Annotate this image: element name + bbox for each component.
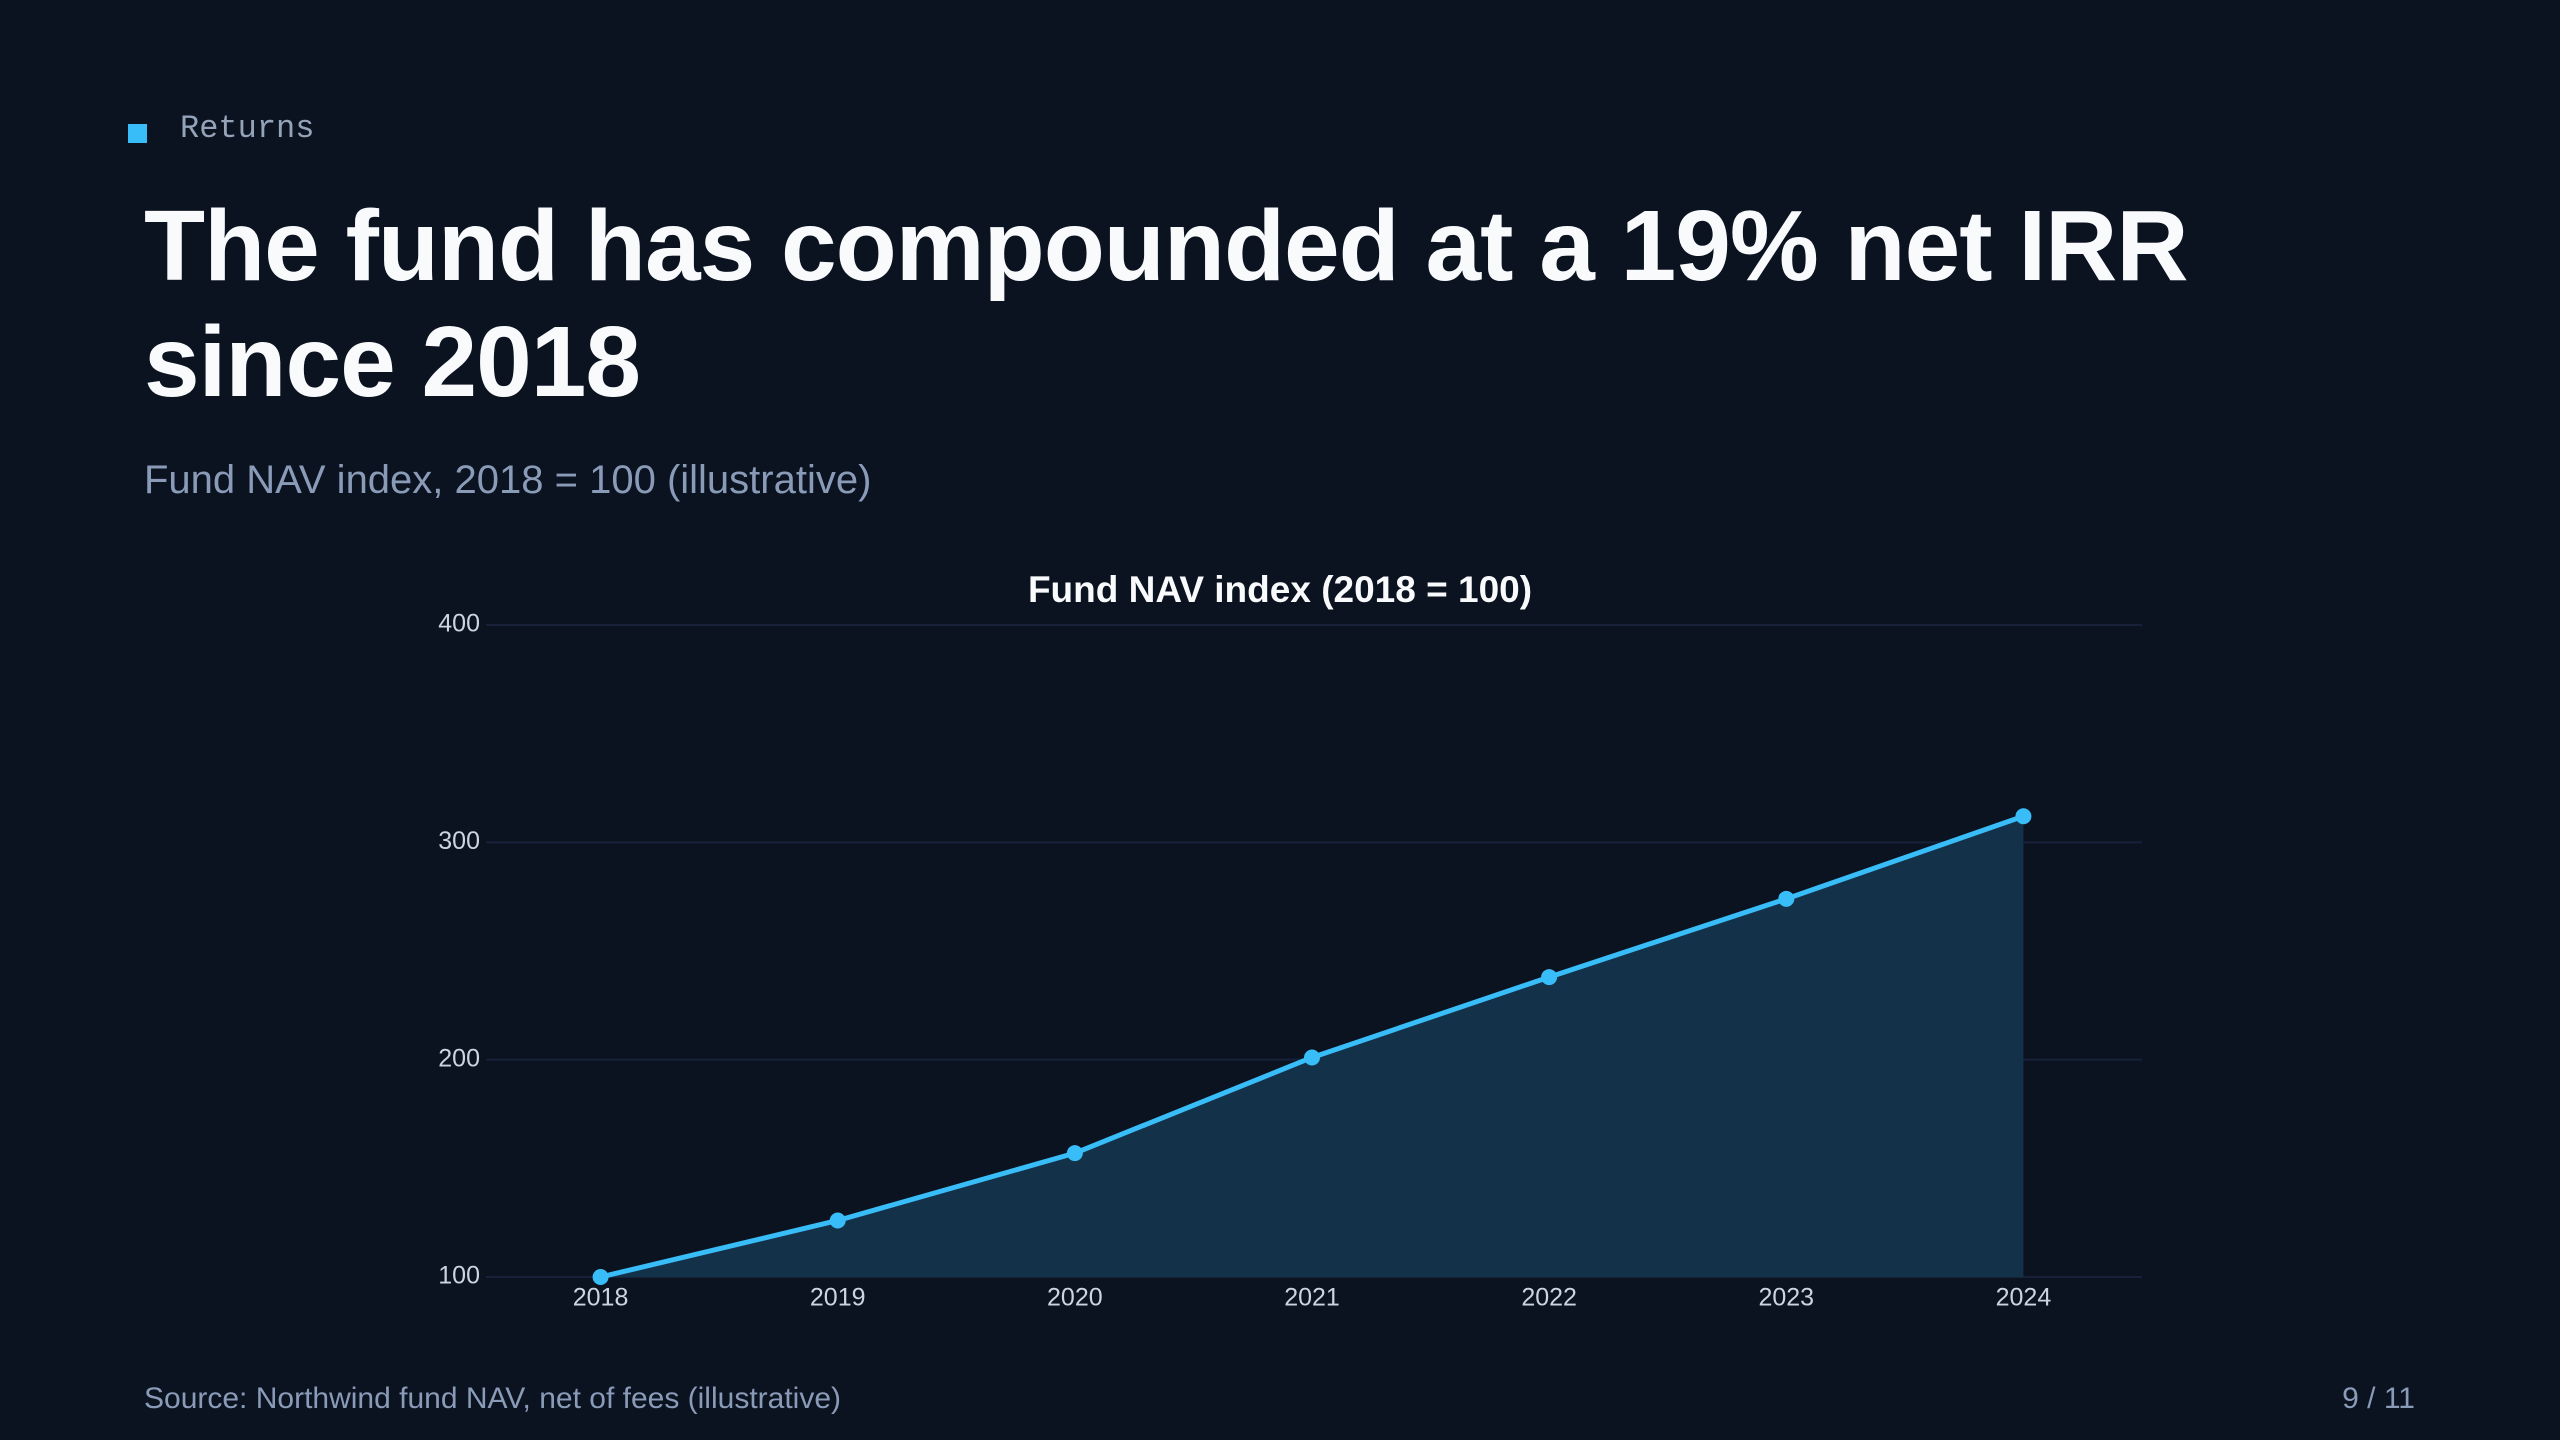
point (1066, 1145, 1083, 1162)
point (1778, 890, 1795, 907)
area (600, 816, 2024, 1277)
x-tick-label: 2020 (1047, 1284, 1103, 1312)
kicker-icon (128, 124, 147, 143)
y-tick-label: 300 (438, 827, 480, 855)
point (829, 1212, 846, 1229)
x-tick-label: 2023 (1758, 1284, 1814, 1312)
chart-title: Fund NAV index (2018 = 100) (1028, 569, 1532, 610)
point (1541, 969, 1558, 986)
page-number: 9 / 11 (2342, 1382, 2415, 1415)
source: Source: Northwind fund NAV, net of fees … (144, 1382, 842, 1415)
x-tick-label: 2018 (573, 1284, 629, 1312)
x-tick-label: 2024 (1996, 1284, 2052, 1312)
x-tick-label: 2019 (810, 1284, 866, 1312)
kicker: Returns (180, 110, 315, 147)
subtitle: Fund NAV index, 2018 = 100 (illustrative… (144, 458, 872, 502)
y-tick-label: 100 (438, 1262, 480, 1290)
x-tick-label: 2021 (1284, 1284, 1340, 1312)
point (2015, 808, 2032, 825)
x-tick-label: 2022 (1521, 1284, 1577, 1312)
point (1304, 1049, 1320, 1066)
headline: The fund has compounded at a 19% net IRR… (144, 190, 2189, 418)
point (592, 1269, 609, 1285)
y-tick-label: 200 (438, 1044, 480, 1072)
y-tick-label: 400 (438, 610, 480, 638)
